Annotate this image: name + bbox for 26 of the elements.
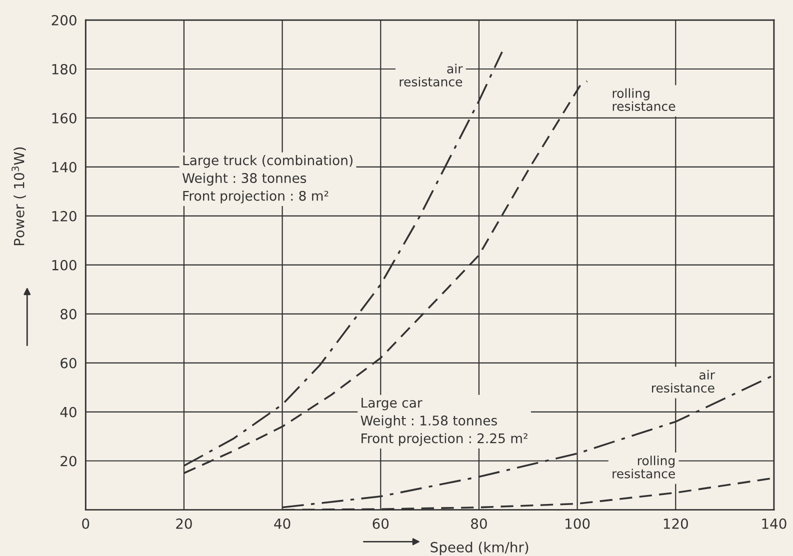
y-tick-label: 160 [52, 112, 76, 124]
y-tick-label: 20 [60, 456, 76, 466]
y-axis-title: Power ( 10$^{3}$W) [12, 147, 26, 246]
x-tick-label: 40 [274, 518, 290, 529]
series-label: air resistance [652, 370, 715, 393]
x-axis-title: Speed (km/hr) [430, 542, 528, 556]
y-tick-label: 80 [60, 308, 76, 320]
y-tick-label: 40 [60, 406, 76, 418]
y-tick-label: 100 [52, 260, 76, 270]
y-tick-label: 200 [52, 14, 76, 26]
y-tick-label: 60 [60, 358, 76, 368]
x-tick-label: 20 [176, 518, 192, 529]
x-tick-label: 100 [566, 518, 590, 529]
series-label: air resistance [400, 64, 463, 86]
y-tick-label: 140 [52, 162, 76, 172]
x-tick-label: 60 [372, 518, 389, 529]
x-tick-label: 120 [664, 518, 688, 529]
annotation: Large car Weight : 1.58 tonnes Front projection : 2.25 m² [360, 398, 528, 446]
series-label: rolling resistance [612, 456, 675, 478]
annotation: Large truck (combination) Weight : 38 tonnes Front projection : 8 m² [182, 155, 352, 204]
x-tick-label: 0 [82, 518, 90, 529]
y-tick-label: 180 [52, 64, 76, 74]
text: rolling resistance [612, 88, 676, 111]
x-tick-label: 140 [762, 518, 786, 529]
y-tick-label: 120 [52, 210, 76, 222]
x-tick-label: 80 [471, 518, 487, 529]
